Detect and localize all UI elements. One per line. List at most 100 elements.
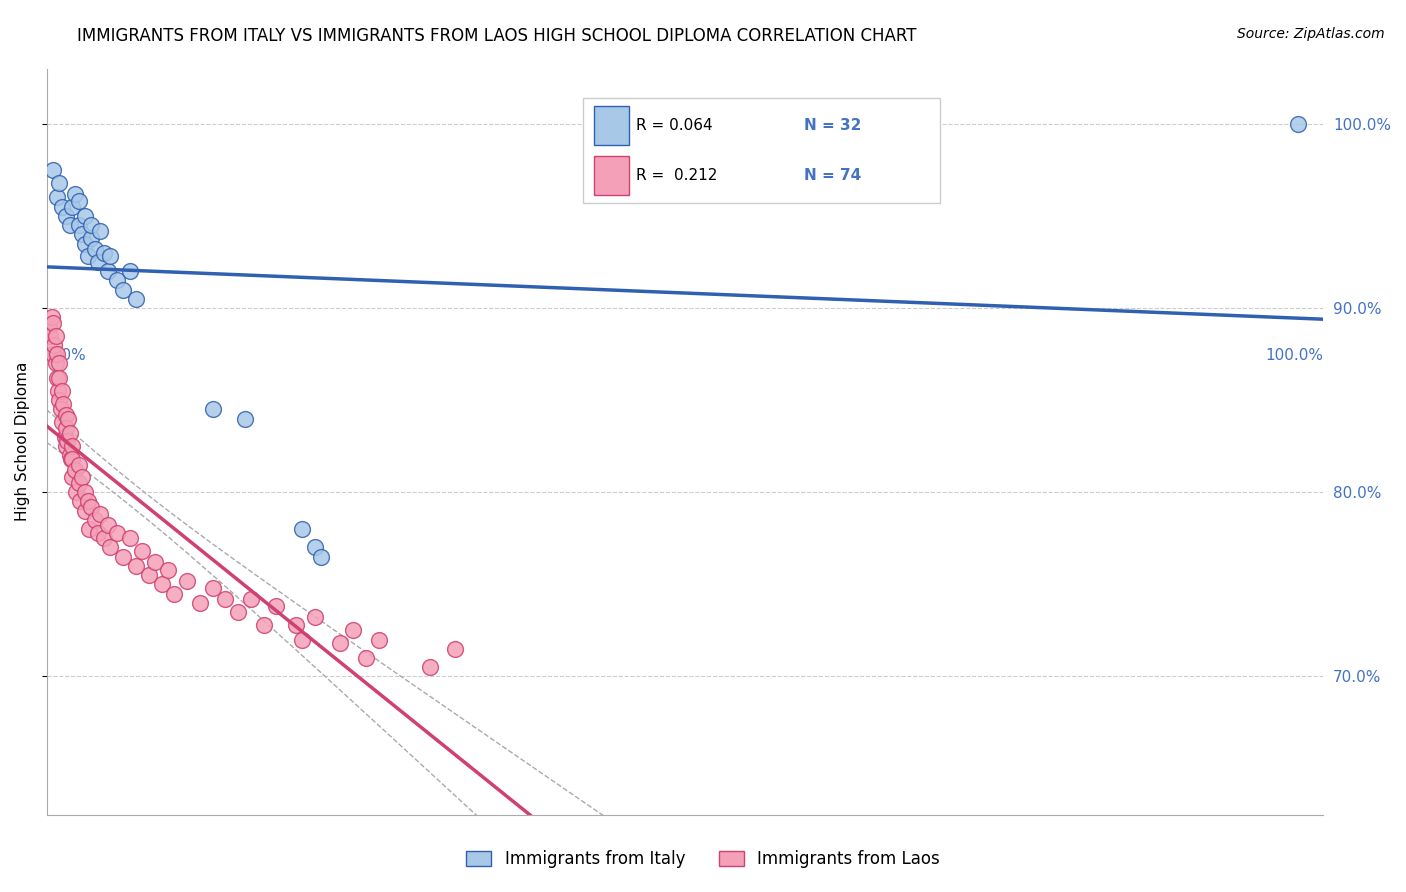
- Point: [59, 448, 82, 462]
- Point: [201, 402, 224, 417]
- Point: [253, 617, 276, 632]
- Point: [69, 494, 91, 508]
- Point: [118, 531, 141, 545]
- Point: [63, 186, 86, 201]
- Point: [367, 632, 389, 647]
- Point: [67, 475, 90, 490]
- Text: IMMIGRANTS FROM ITALY VS IMMIGRANTS FROM LAOS HIGH SCHOOL DIPLOMA CORRELATION CH: IMMIGRANTS FROM ITALY VS IMMIGRANTS FROM…: [77, 27, 917, 45]
- Point: [38, 319, 60, 334]
- Point: [304, 610, 326, 624]
- Point: [59, 218, 82, 232]
- Point: [42, 347, 65, 361]
- Point: [125, 558, 148, 573]
- Point: [60, 439, 83, 453]
- Point: [201, 581, 224, 595]
- Point: [51, 384, 73, 398]
- Point: [329, 636, 352, 650]
- Point: [112, 283, 135, 297]
- Point: [150, 577, 173, 591]
- Point: [59, 452, 82, 467]
- Point: [80, 231, 103, 245]
- Point: [105, 525, 128, 540]
- Point: [239, 592, 262, 607]
- Point: [63, 463, 86, 477]
- Point: [52, 397, 75, 411]
- Point: [84, 242, 107, 256]
- Point: [48, 393, 70, 408]
- Point: [73, 485, 96, 500]
- Point: [55, 439, 77, 453]
- Legend: Immigrants from Italy, Immigrants from Laos: Immigrants from Italy, Immigrants from L…: [460, 844, 946, 875]
- Point: [97, 518, 120, 533]
- Point: [48, 176, 70, 190]
- Point: [84, 513, 107, 527]
- Point: [100, 541, 122, 555]
- Point: [118, 264, 141, 278]
- Point: [55, 408, 77, 422]
- Point: [87, 525, 110, 540]
- Point: [44, 338, 66, 352]
- Point: [73, 503, 96, 517]
- Point: [67, 194, 90, 209]
- Point: [97, 264, 120, 278]
- Point: [125, 292, 148, 306]
- Point: [89, 224, 111, 238]
- Point: [48, 371, 70, 385]
- Point: [42, 316, 65, 330]
- Point: [51, 200, 73, 214]
- Point: [73, 236, 96, 251]
- Point: [42, 162, 65, 177]
- Point: [309, 549, 332, 564]
- Point: [1286, 117, 1309, 131]
- Point: [233, 411, 256, 425]
- Point: [354, 651, 377, 665]
- Point: [76, 249, 98, 263]
- Point: [45, 190, 67, 204]
- Point: [58, 411, 80, 425]
- Point: [143, 555, 166, 569]
- Point: [87, 255, 110, 269]
- Point: [72, 227, 94, 242]
- Point: [45, 347, 67, 361]
- Point: [65, 485, 87, 500]
- Y-axis label: High School Diploma: High School Diploma: [15, 362, 30, 521]
- Point: [77, 522, 100, 536]
- Point: [105, 273, 128, 287]
- Point: [131, 544, 153, 558]
- Point: [60, 200, 83, 214]
- Point: [214, 592, 236, 607]
- Point: [67, 218, 90, 232]
- Point: [342, 624, 364, 638]
- Point: [100, 249, 122, 263]
- Point: [80, 500, 103, 514]
- Point: [60, 452, 83, 467]
- Point: [45, 371, 67, 385]
- Point: [72, 470, 94, 484]
- Point: [188, 596, 211, 610]
- Point: [45, 356, 67, 370]
- Point: [67, 458, 90, 472]
- Point: [291, 632, 314, 647]
- Point: [93, 531, 115, 545]
- Point: [55, 421, 77, 435]
- Point: [176, 574, 198, 588]
- Point: [138, 568, 160, 582]
- Point: [39, 328, 62, 343]
- Point: [291, 522, 314, 536]
- Point: [80, 218, 103, 232]
- Point: [163, 586, 186, 600]
- Point: [156, 563, 179, 577]
- Point: [76, 494, 98, 508]
- Text: Source: ZipAtlas.com: Source: ZipAtlas.com: [1237, 27, 1385, 41]
- Point: [48, 356, 70, 370]
- Point: [49, 402, 72, 417]
- Point: [226, 605, 249, 619]
- Point: [444, 641, 467, 656]
- Point: [93, 245, 115, 260]
- Text: 100.0%: 100.0%: [1265, 348, 1323, 363]
- Point: [89, 508, 111, 522]
- Point: [266, 599, 288, 614]
- Point: [60, 470, 83, 484]
- Point: [59, 426, 82, 441]
- Point: [51, 415, 73, 429]
